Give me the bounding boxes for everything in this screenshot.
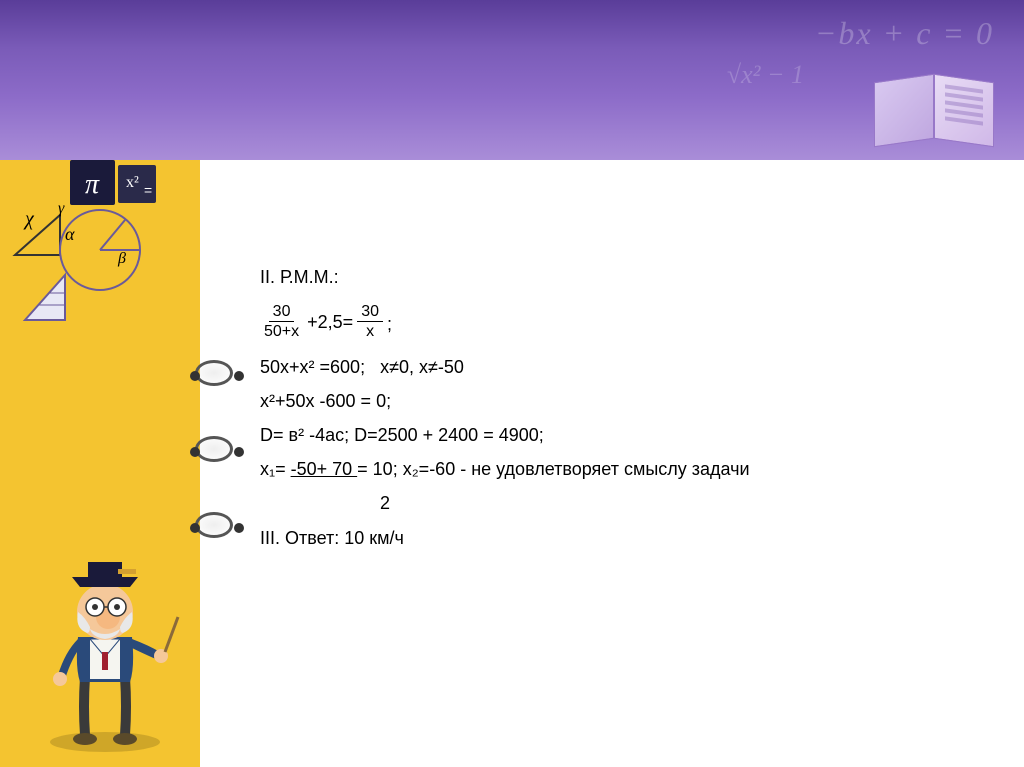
frac-numerator: 30 [357,302,383,322]
frac-denominator: 50+x [260,322,303,341]
binder-ring [195,360,233,386]
sidebar: π x² = χ γ α β [0,160,200,767]
equation-line: x²+50x -600 = 0; [260,384,984,418]
svg-text:χ: χ [23,208,35,230]
svg-text:β: β [117,250,126,267]
frac-denominator: x [362,322,378,341]
equation-middle: +2,5= [307,305,353,339]
fraction-left: 30 50+x [260,302,303,341]
slide-body: π x² = χ γ α β [0,160,1024,767]
equation-trail: ; [387,307,392,341]
svg-text:π: π [85,169,100,200]
professor-character-icon [30,557,180,757]
binder-ring [195,436,233,462]
math-solution-text: II. Р.М.М.: 30 50+x +2,5= 30 x ; 50x+x² … [260,260,984,555]
equation-line: x₁= -50+ 70 = 10; x₂=-60 - не удовлетвор… [260,452,984,486]
equation-fractions: 30 50+x +2,5= 30 x ; [260,302,984,341]
spiral-binding [195,360,235,588]
section-heading: II. Р.М.М.: [260,260,984,294]
frac-numerator: 30 [269,302,295,322]
bg-formula-2: √x² − 1 [727,60,804,90]
svg-text:γ: γ [58,200,65,217]
equation-line-under: 2 [260,486,984,520]
math-symbols-collage: π x² = χ γ α β [10,155,190,345]
equation-line: D= в² -4ас; D=2500 + 2400 = 4900; [260,418,984,452]
slide-header: −bx + c = 0 √x² − 1 [0,0,1024,160]
bg-formula-1: −bx + c = 0 [815,15,994,52]
svg-text:=: = [144,182,152,198]
answer-line: III. Ответ: 10 км/ч [260,521,984,555]
equation-line: 50x+x² =600; x≠0, x≠-50 [260,350,984,384]
svg-text:α: α [65,224,75,244]
fraction-right: 30 x [357,302,383,341]
binder-ring [195,512,233,538]
content-area: II. Р.М.М.: 30 50+x +2,5= 30 x ; 50x+x² … [200,160,1024,767]
svg-text:x²: x² [126,174,139,191]
open-book-icon [874,70,994,150]
